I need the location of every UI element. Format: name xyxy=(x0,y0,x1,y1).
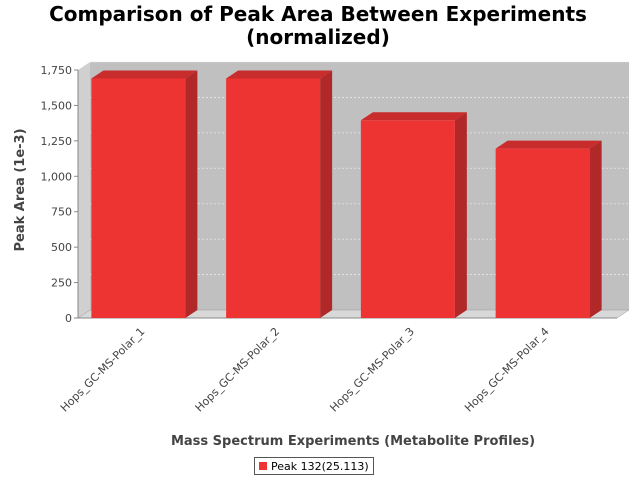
y-axis-ticks: 0 250 500 750 1,000 1,250 1,500 1,750 xyxy=(41,64,78,325)
legend-label: Peak 132(25.113) xyxy=(271,459,369,473)
bar-side-face xyxy=(454,112,467,319)
bar-2 xyxy=(226,70,333,318)
bar-front-face xyxy=(495,148,590,318)
x-tick-label: Hops_GC-MS-Polar_4 xyxy=(462,325,552,415)
chart-title-line-2: (normalized) xyxy=(246,25,390,49)
bar-side-face xyxy=(185,70,198,318)
bar-4 xyxy=(495,140,602,318)
bar-top-face xyxy=(360,112,467,121)
bar-side-face xyxy=(320,70,333,318)
y-tick-label: 1,250 xyxy=(41,135,73,148)
x-tick-label: Hops_GC-MS-Polar_1 xyxy=(58,325,148,415)
bar-top-face xyxy=(226,70,333,79)
bar-side-face xyxy=(589,140,602,318)
chart-title-line-1: Comparison of Peak Area Between Experime… xyxy=(49,2,587,26)
bar-front-face xyxy=(360,120,455,319)
plot-left-wall xyxy=(78,62,90,318)
bar-top-face xyxy=(495,140,602,149)
x-tick-label: Hops_GC-MS-Polar_2 xyxy=(193,325,283,415)
x-axis-tick-labels: Hops_GC-MS-Polar_1 Hops_GC-MS-Polar_2 Hops… xyxy=(58,325,552,415)
bar-3 xyxy=(360,112,467,319)
bars-group xyxy=(91,70,602,319)
bar-top-face xyxy=(91,70,198,79)
legend-swatch xyxy=(259,462,267,470)
legend: Peak 132(25.113) xyxy=(254,457,374,475)
y-tick-label: 1,500 xyxy=(41,99,73,112)
bar-1 xyxy=(91,70,198,318)
y-tick-label: 250 xyxy=(51,277,72,290)
y-tick-label: 750 xyxy=(51,206,72,219)
y-tick-label: 0 xyxy=(65,312,72,325)
bar-front-face xyxy=(226,78,321,318)
y-axis-title: Peak Area (1e-3) xyxy=(13,128,28,251)
y-tick-label: 500 xyxy=(51,241,72,254)
y-tick-label: 1,750 xyxy=(41,64,73,77)
y-tick-label: 1,000 xyxy=(41,170,73,183)
x-axis-title: Mass Spectrum Experiments (Metabolite Pr… xyxy=(171,434,535,449)
bar-front-face xyxy=(91,78,186,318)
x-tick-label: Hops_GC-MS-Polar_3 xyxy=(327,325,417,415)
